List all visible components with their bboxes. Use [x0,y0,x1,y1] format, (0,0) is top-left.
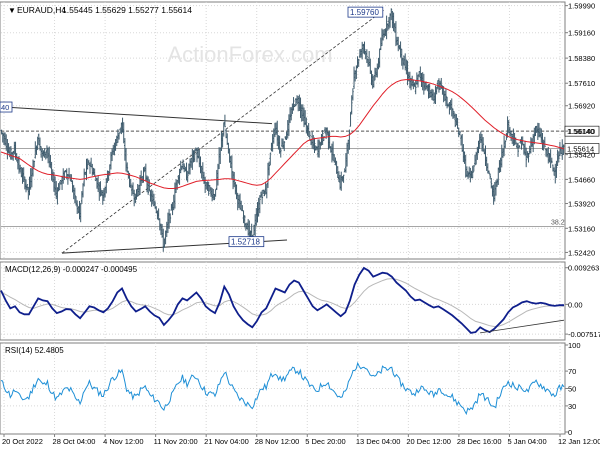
price-annotations: 1.59760 1.52718 1.56140 1.55614 38.2 40 [0,6,600,248]
price-y-tick-label: 1.56920 [568,102,595,111]
x-tick-label: 28 Dec 16:00 [457,437,502,446]
x-tick-label: 12 Jan 12:00 [558,437,600,446]
fib-label: 38.2 [551,219,565,226]
x-tick-label: 5 Jan 04:00 [507,437,546,446]
macd-trendline [479,319,565,334]
watermark: ActionForex.com [167,42,332,67]
rsi-line [0,361,565,416]
price-y-tick-label: 1.55420 [568,151,595,160]
high-label: 1.59760 [350,8,379,17]
rsi-y-tick-label: 50 [568,385,576,394]
x-tick-label: 28 Oct 04:00 [53,437,96,446]
price-y-tick-label: 1.59160 [568,29,595,38]
low-label: 1.52718 [231,238,260,247]
price-y-tick-label: 1.52420 [568,248,595,257]
macd-title: MACD(12,26,9) -0.000247 -0.000495 [5,265,138,274]
macd-panel-frame [0,261,566,341]
left-edge-box [0,101,13,113]
price-series [0,8,565,252]
price-y-tick-label: 1.59990 [568,2,595,11]
macd-series [0,266,565,334]
macd-y-axis: 0.009263 0.00 -0.007517 [565,264,600,339]
rsi-series [0,361,565,416]
macd-grid [1,262,564,340]
moving-average-line [0,79,565,189]
ohlc-label: 1.55445 1.55629 1.55277 1.55614 [62,5,192,15]
price-y-tick-label: 1.58380 [568,54,595,63]
price-levels [1,130,564,227]
macd-y-tick-label: 0.00 [568,300,583,309]
x-tick-label: 11 Nov 20:00 [154,437,198,446]
rsi-y-tick-label: 70 [568,367,576,376]
header-triangle: ▼ [8,6,16,15]
x-axis: 20 Oct 2022 28 Oct 04:00 4 Nov 12:00 11 Nov… [2,434,600,446]
rsi-title: RSI(14) 52.4805 [5,346,64,355]
rsi-y-tick-label: 30 [568,402,576,411]
price-y-tick-label: 1.57610 [568,79,595,88]
x-tick-label: 20 Dec 12:00 [406,437,451,446]
price-panel-frame [0,1,566,260]
upper-triangle-line [3,106,273,125]
current-price-label: 1.55614 [567,144,594,153]
x-tick-label: 5 Dec 20:00 [305,437,345,446]
symbol-label: EURAUD,H4 [17,5,66,15]
price-panel: ActionForex.com 1.597601.527181.561401.5… [0,1,600,260]
left-edge-label: 40 [1,103,9,112]
macd-y-tick-label: 0.009263 [568,264,599,273]
macd-y-tick-label: -0.007517 [568,330,600,339]
macd-line [0,266,564,334]
rsi-y-axis: 100 70 50 30 0 [565,341,581,437]
current-price-label-tag [564,143,600,154]
x-tick-label: 28 Nov 12:00 [255,437,300,446]
price-y-tick-label: 1.56140 [568,127,595,136]
macd-panel: 0.009263 0.00 -0.007517 MACD(12,26,9) -0.0… [0,261,600,341]
low-label-box [228,236,265,248]
x-tick-label: 4 Nov 12:00 [103,437,143,446]
price-grid [1,2,564,259]
rsi-panel: 100 70 50 30 0 RSI(14) 52.4805 [0,341,581,437]
price-y-tick-label: 1.53920 [568,200,595,209]
signal-line [0,278,565,328]
x-tick-label: 13 Dec 04:00 [356,437,401,446]
high-label-box [347,6,384,18]
price-y-axis: 1.59990 1.59160 1.58380 1.57610 1.56920 1.561… [565,2,595,257]
x-tick-label: 21 Nov 04:00 [204,437,249,446]
rsi-panel-frame [0,342,566,435]
price-y-tick-label: 1.54660 [568,175,595,184]
rsi-y-tick-label: 100 [568,341,581,350]
price-y-tick-label: 1.53160 [568,224,595,233]
rsi-y-tick-label: 0 [568,428,572,437]
x-tick-label: 20 Oct 2022 [2,437,43,446]
resistance-price-label: 1.56140 [567,127,594,136]
fib-projection-line [61,9,385,254]
